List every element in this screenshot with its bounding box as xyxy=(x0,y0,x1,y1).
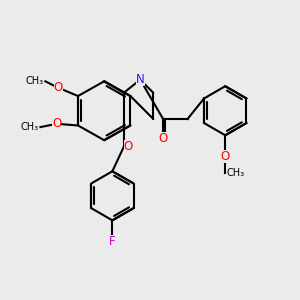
Text: O: O xyxy=(54,81,63,94)
Text: O: O xyxy=(52,117,62,130)
Text: F: F xyxy=(109,236,116,248)
Text: O: O xyxy=(158,132,168,145)
Text: CH₃: CH₃ xyxy=(26,76,44,86)
Text: CH₃: CH₃ xyxy=(21,122,39,132)
Text: O: O xyxy=(124,140,133,153)
Text: N: N xyxy=(136,73,145,86)
Text: CH₃: CH₃ xyxy=(227,168,245,178)
Text: O: O xyxy=(220,150,230,163)
